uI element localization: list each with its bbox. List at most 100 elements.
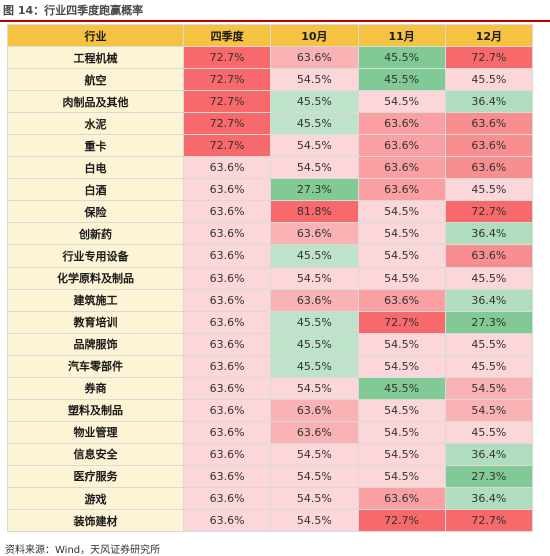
probability-cell: 27.3%: [270, 178, 359, 202]
probability-cell: 45.5%: [357, 376, 446, 400]
probability-cell: 45.5%: [357, 68, 446, 92]
probability-cell: 63.6%: [182, 509, 272, 533]
probability-cell: 54.5%: [270, 464, 359, 488]
table-row: 白酒 63.6% 27.3% 63.6% 45.5%: [7, 178, 534, 202]
probability-cell: 45.5%: [444, 178, 534, 202]
probability-cell: 63.6%: [182, 288, 272, 312]
table-row: 肉制品及其他 72.7% 45.5% 54.5% 36.4%: [7, 90, 534, 114]
probability-cell: 45.5%: [270, 90, 359, 114]
probability-cell: 45.5%: [444, 420, 534, 444]
probability-cell: 72.7%: [357, 310, 446, 334]
industry-label: 品牌服饰: [7, 332, 184, 356]
industry-label: 白电: [7, 156, 184, 180]
probability-cell: 54.5%: [444, 398, 534, 422]
industry-label: 塑料及制品: [7, 398, 184, 422]
probability-cell: 36.4%: [444, 288, 534, 312]
table-row: 保险 63.6% 81.8% 54.5% 72.7%: [7, 200, 534, 224]
probability-cell: 63.6%: [357, 486, 446, 511]
probability-cell: 54.5%: [357, 398, 446, 422]
probability-cell: 72.7%: [182, 112, 272, 136]
probability-cell: 54.5%: [357, 200, 446, 224]
probability-cell: 63.6%: [182, 354, 272, 378]
probability-cell: 72.7%: [182, 134, 272, 158]
probability-cell: 63.6%: [182, 310, 272, 334]
industry-label: 教育培训: [7, 310, 184, 334]
column-header-q4: 四季度: [182, 23, 272, 48]
industry-label: 工程机械: [7, 46, 184, 70]
probability-cell: 54.5%: [270, 134, 359, 158]
probability-cell: 27.3%: [444, 464, 534, 488]
industry-label: 建筑施工: [7, 288, 184, 312]
table-row: 品牌服饰 63.6% 45.5% 54.5% 45.5%: [7, 332, 534, 356]
table-row: 重卡 72.7% 54.5% 63.6% 63.6%: [7, 134, 534, 158]
industry-label: 航空: [7, 68, 184, 92]
header-row: 行业 四季度 10月 11月 12月: [7, 23, 534, 48]
probability-cell: 45.5%: [444, 266, 534, 290]
industry-label: 重卡: [7, 134, 184, 158]
probability-cell: 63.6%: [182, 442, 272, 466]
probability-cell: 63.6%: [182, 332, 272, 356]
probability-cell: 45.5%: [444, 68, 534, 92]
probability-cell: 63.6%: [357, 178, 446, 202]
probability-cell: 54.5%: [357, 332, 446, 356]
probability-cell: 54.5%: [357, 420, 446, 444]
probability-cell: 63.6%: [182, 222, 272, 246]
probability-cell: 63.6%: [182, 200, 272, 224]
probability-cell: 72.7%: [182, 68, 272, 92]
probability-cell: 45.5%: [357, 46, 446, 70]
probability-cell: 63.6%: [444, 244, 534, 268]
probability-cell: 63.6%: [182, 464, 272, 488]
industry-label: 肉制品及其他: [7, 90, 184, 114]
industry-label: 白酒: [7, 178, 184, 202]
table-row: 工程机械 72.7% 63.6% 45.5% 72.7%: [7, 46, 534, 70]
probability-cell: 63.6%: [444, 156, 534, 180]
probability-cell: 63.6%: [444, 112, 534, 136]
table-row: 医疗服务 63.6% 54.5% 54.5% 27.3%: [7, 464, 534, 488]
probability-cell: 36.4%: [444, 486, 534, 511]
table-row: 白电 63.6% 54.5% 63.6% 63.6%: [7, 156, 534, 180]
probability-cell: 81.8%: [270, 200, 359, 224]
probability-cell: 63.6%: [270, 222, 359, 246]
table-row: 水泥 72.7% 45.5% 63.6% 63.6%: [7, 112, 534, 136]
industry-label: 物业管理: [7, 420, 184, 444]
probability-cell: 63.6%: [182, 244, 272, 268]
probability-cell: 54.5%: [357, 354, 446, 378]
industry-label: 保险: [7, 200, 184, 224]
table-row: 装饰建材 63.6% 54.5% 72.7% 72.7%: [7, 509, 534, 533]
column-header-dec: 12月: [444, 23, 534, 48]
probability-cell: 72.7%: [182, 90, 272, 114]
probability-cell: 54.5%: [357, 244, 446, 268]
probability-cell: 63.6%: [182, 486, 272, 511]
probability-cell: 63.6%: [182, 178, 272, 202]
probability-cell: 63.6%: [182, 398, 272, 422]
probability-cell: 54.5%: [270, 266, 359, 290]
industry-label: 汽车零部件: [7, 354, 184, 378]
probability-cell: 36.4%: [444, 222, 534, 246]
probability-cell: 54.5%: [270, 509, 359, 533]
table-row: 券商 63.6% 54.5% 45.5% 54.5%: [7, 376, 534, 400]
probability-cell: 72.7%: [444, 200, 534, 224]
industry-label: 装饰建材: [7, 509, 184, 533]
column-header-industry: 行业: [7, 23, 184, 48]
probability-cell: 54.5%: [270, 156, 359, 180]
industry-label: 医疗服务: [7, 464, 184, 488]
industry-label: 游戏: [7, 486, 184, 511]
column-header-oct: 10月: [270, 23, 359, 48]
table-row: 游戏 63.6% 54.5% 63.6% 36.4%: [7, 486, 534, 511]
probability-cell: 72.7%: [444, 46, 534, 70]
probability-cell: 45.5%: [270, 310, 359, 334]
probability-cell: 72.7%: [444, 509, 534, 533]
probability-cell: 63.6%: [270, 420, 359, 444]
figure-title: 图 14：行业四季度跑赢概率: [3, 4, 144, 17]
probability-cell: 54.5%: [357, 90, 446, 114]
probability-cell: 72.7%: [182, 46, 272, 70]
probability-cell: 54.5%: [270, 376, 359, 400]
probability-cell: 63.6%: [182, 156, 272, 180]
probability-cell: 27.3%: [444, 310, 534, 334]
source-note: 资料来源：Wind，天风证券研究所: [5, 545, 161, 556]
probability-cell: 63.6%: [182, 376, 272, 400]
table-row: 教育培训 63.6% 45.5% 72.7% 27.3%: [7, 310, 534, 334]
probability-cell: 45.5%: [270, 244, 359, 268]
probability-cell: 45.5%: [270, 112, 359, 136]
table-row: 航空 72.7% 54.5% 45.5% 45.5%: [7, 68, 534, 92]
